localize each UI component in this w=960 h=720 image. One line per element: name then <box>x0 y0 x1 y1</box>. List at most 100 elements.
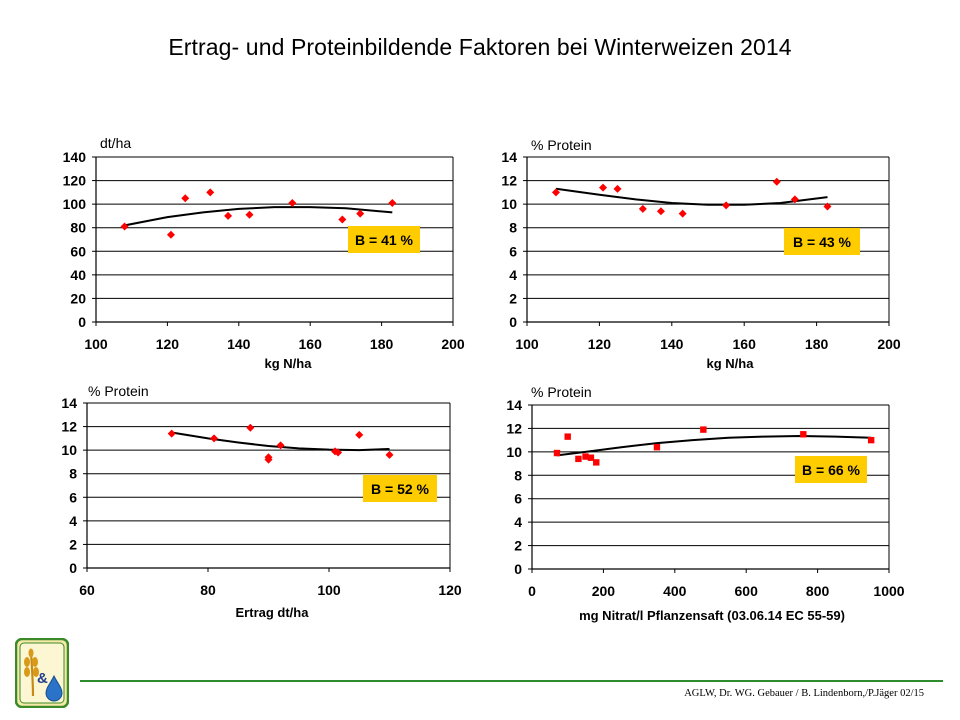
x-tick-label: 160 <box>299 336 323 352</box>
data-point <box>613 184 622 193</box>
x-tick-label: 1000 <box>873 583 904 599</box>
data-point <box>638 204 647 213</box>
data-point <box>700 426 707 433</box>
data-point <box>575 455 582 463</box>
y-tick-label: 12 <box>61 419 77 435</box>
x-tick-label: 200 <box>592 583 616 599</box>
data-point <box>599 183 608 192</box>
wheat-icon <box>24 648 39 697</box>
y-tick-label: 140 <box>63 149 87 165</box>
x-tick-label: 180 <box>805 336 829 352</box>
data-point <box>678 209 687 218</box>
y-tick-label: 10 <box>506 444 522 460</box>
y-unit-label: % Protein <box>88 383 149 399</box>
data-point <box>246 423 255 432</box>
determination-badge <box>348 226 420 253</box>
y-unit-label: % Protein <box>531 137 592 153</box>
logo: & <box>15 638 69 708</box>
data-point <box>867 436 875 444</box>
x-tick-label: 400 <box>663 583 687 599</box>
x-tick-label: 800 <box>806 583 830 599</box>
data-point <box>334 448 343 457</box>
data-point <box>772 177 781 186</box>
data-point <box>564 433 571 440</box>
data-point <box>210 434 219 443</box>
y-tick-label: 8 <box>69 466 77 482</box>
y-unit-label: % Protein <box>531 384 592 400</box>
data-point <box>388 198 397 207</box>
y-tick-label: 8 <box>509 220 517 236</box>
data-point <box>800 431 807 438</box>
y-tick-label: 4 <box>69 513 77 529</box>
data-point <box>245 210 254 219</box>
data-point <box>656 207 665 216</box>
y-tick-label: 6 <box>69 489 77 505</box>
x-axis-label: kg N/ha <box>707 356 755 371</box>
data-point <box>206 188 215 197</box>
trend-line <box>555 187 828 206</box>
y-tick-label: 0 <box>69 560 77 576</box>
data-point <box>653 443 661 451</box>
data-point <box>338 215 347 224</box>
credit-text: AGLW, Dr. WG. Gebauer / B. Lindenborn,/P… <box>684 688 924 699</box>
y-tick-label: 80 <box>70 220 86 236</box>
data-point <box>722 201 731 210</box>
y-tick-label: 40 <box>70 267 86 283</box>
data-point <box>288 198 297 207</box>
data-point <box>264 453 273 462</box>
x-tick-label: 100 <box>84 336 108 352</box>
x-tick-label: 100 <box>515 336 539 352</box>
x-tick-label: 160 <box>733 336 757 352</box>
determination-badge <box>363 475 437 502</box>
logo-ampersand: & <box>37 670 48 687</box>
data-point <box>166 230 175 239</box>
y-tick-label: 4 <box>509 267 517 283</box>
x-tick-label: 80 <box>200 582 216 598</box>
y-tick-label: 14 <box>501 149 517 165</box>
y-tick-label: 12 <box>506 420 522 436</box>
determination-label: B = 43 % <box>793 234 852 250</box>
x-tick-label: 60 <box>79 582 95 598</box>
y-tick-label: 0 <box>78 314 86 330</box>
y-unit-label: dt/ha <box>100 135 131 151</box>
y-tick-label: 14 <box>61 395 77 411</box>
x-tick-label: 600 <box>735 583 759 599</box>
data-point <box>790 195 799 204</box>
x-tick-label: 200 <box>877 336 901 352</box>
determination-badge <box>795 456 867 483</box>
data-point <box>551 188 560 197</box>
y-tick-label: 6 <box>514 491 522 507</box>
footer-divider <box>80 680 943 682</box>
data-point <box>167 429 176 438</box>
slide-title: Ertrag- und Proteinbildende Faktoren bei… <box>168 34 792 60</box>
data-point <box>553 449 561 457</box>
data-point <box>120 222 129 231</box>
x-tick-label: 140 <box>660 336 684 352</box>
y-tick-label: 8 <box>514 467 522 483</box>
y-tick-label: 2 <box>514 538 522 554</box>
x-tick-label: 120 <box>588 336 612 352</box>
x-axis-label: kg N/ha <box>265 356 313 371</box>
data-point <box>356 209 365 218</box>
x-tick-label: 100 <box>317 582 341 598</box>
x-tick-label: 200 <box>441 336 465 352</box>
determination-label: B = 66 % <box>802 462 861 478</box>
x-tick-label: 0 <box>528 583 536 599</box>
y-tick-label: 4 <box>514 514 522 530</box>
y-tick-label: 0 <box>509 314 517 330</box>
determination-label: B = 52 % <box>371 481 430 497</box>
trend-line <box>556 434 872 457</box>
data-point <box>181 194 190 203</box>
x-tick-label: 120 <box>438 582 462 598</box>
data-point <box>385 450 394 459</box>
y-tick-label: 2 <box>509 290 517 306</box>
x-axis-label: Ertrag dt/ha <box>236 605 310 620</box>
y-tick-label: 0 <box>514 561 522 577</box>
data-point <box>224 211 233 220</box>
x-tick-label: 120 <box>156 336 180 352</box>
y-tick-label: 6 <box>509 243 517 259</box>
y-tick-label: 60 <box>70 243 86 259</box>
